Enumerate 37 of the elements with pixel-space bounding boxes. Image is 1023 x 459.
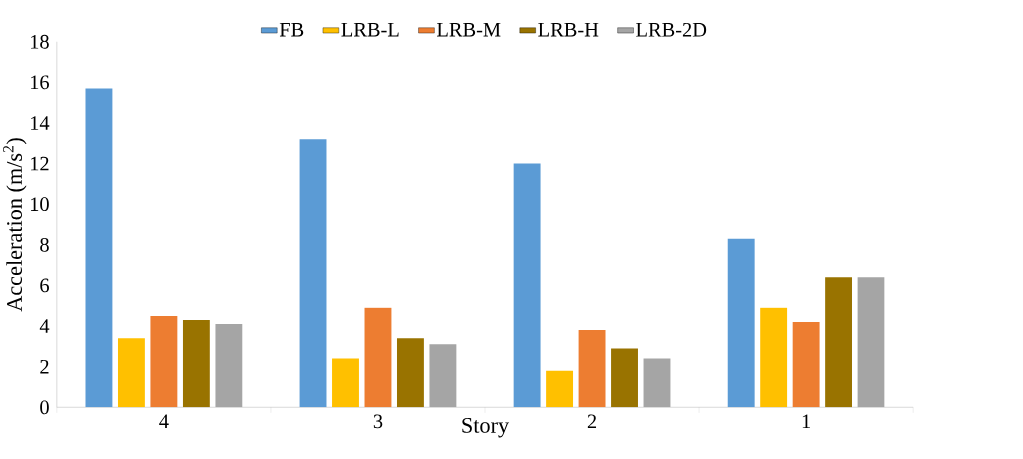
bar (825, 277, 853, 408)
y-tick-label: 16 (30, 75, 50, 90)
x-axis-title: Story (462, 417, 510, 438)
legend-label: FB (279, 22, 304, 37)
bar (546, 370, 574, 408)
bar (85, 88, 113, 408)
legend-label: LRB-L (341, 22, 399, 37)
bar (299, 139, 327, 408)
bar (150, 315, 178, 408)
legend-label: LRB-H (538, 22, 599, 37)
bar (760, 307, 788, 408)
bar (396, 338, 424, 408)
y-tick-label: 2 (40, 359, 49, 374)
x-tick-label: 2 (587, 414, 597, 428)
legend-label: LRB-2D (636, 22, 707, 37)
y-tick-label: 4 (39, 319, 50, 333)
y-tick-label: 8 (40, 237, 49, 252)
y-tick-label: 0 (40, 400, 49, 415)
bar (332, 358, 359, 408)
y-tick-label: 10 (30, 197, 49, 211)
bar (364, 307, 392, 408)
y-tick-label: 12 (30, 156, 49, 171)
y-tick-label: 14 (30, 116, 50, 130)
x-tick-label: 4 (159, 414, 169, 428)
bar (513, 163, 541, 408)
bar (727, 238, 755, 408)
bar (117, 338, 145, 408)
y-tick-label: 18 (30, 34, 49, 49)
x-tick-label: 3 (373, 414, 383, 429)
bar (611, 348, 638, 408)
bar (182, 319, 210, 408)
y-tick-label: 6 (40, 278, 50, 293)
y-axis-title: Acceleration (m/s$^{2}$) (3, 138, 27, 312)
legend-label: LRB-M (437, 22, 501, 37)
x-tick-label: 1 (802, 414, 810, 428)
bar (792, 321, 820, 408)
bar (578, 330, 606, 408)
